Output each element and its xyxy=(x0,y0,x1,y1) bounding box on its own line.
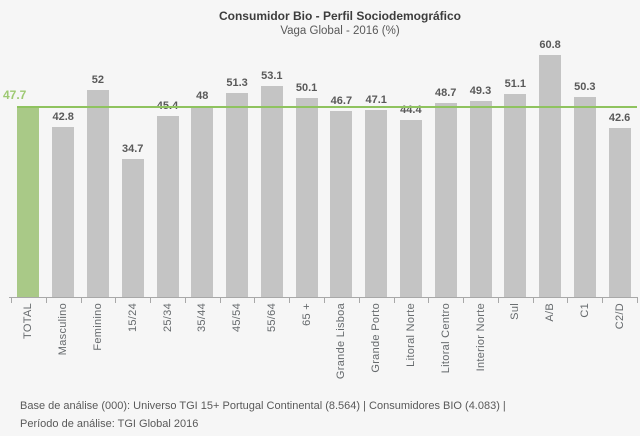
bar xyxy=(539,54,562,298)
bar xyxy=(226,92,249,298)
x-axis-label-text: Interior Norte xyxy=(474,303,487,372)
axis-tick xyxy=(324,298,325,303)
footer-line-2: Período de análise: TGI Global 2016 xyxy=(20,418,199,430)
x-axis-label: 25/34 xyxy=(161,303,175,337)
axis-tick xyxy=(567,298,569,303)
x-axis-label-text: Sul xyxy=(509,303,522,320)
bar-value-label: 49.3 xyxy=(469,84,492,97)
chart-subtitle: Vaga Global - 2016 (%) xyxy=(280,25,400,37)
x-axis-label: Grande Lisboa xyxy=(334,303,348,384)
bar-value-label: 42.6 xyxy=(608,111,631,124)
bar xyxy=(504,93,527,298)
x-axis-label-text: Grande Lisboa xyxy=(335,303,348,380)
axis-tick xyxy=(463,298,465,303)
bar-value-label: 51.3 xyxy=(226,76,248,89)
bar xyxy=(156,116,179,298)
axis-tick xyxy=(532,298,534,303)
bar-value-label: 48.7 xyxy=(434,87,457,100)
bar-total-highlight xyxy=(17,107,40,298)
axis-tick xyxy=(11,298,12,303)
bar xyxy=(260,85,283,298)
bar-value-label: 52 xyxy=(91,74,105,86)
x-axis-label-text: C2/D xyxy=(613,303,626,330)
bar xyxy=(86,90,109,298)
axis-tick xyxy=(184,298,186,303)
x-axis-label-text: 25/34 xyxy=(161,303,174,333)
x-axis-label-text: Masculino xyxy=(57,303,70,356)
reference-line xyxy=(17,106,637,108)
axis-tick xyxy=(497,298,499,303)
x-axis-label-text: 45/54 xyxy=(231,303,244,333)
x-axis-label-text: 35/44 xyxy=(196,303,209,333)
bar xyxy=(295,97,318,298)
x-axis-label: 65 + xyxy=(300,303,314,331)
axis-tick xyxy=(637,298,638,303)
x-axis-label: 45/54 xyxy=(230,303,244,337)
bar-value-label: 50.1 xyxy=(295,81,318,94)
bar xyxy=(573,96,596,298)
x-axis-label: Masculino xyxy=(56,303,70,360)
axis-tick xyxy=(219,298,221,303)
axis-tick xyxy=(289,298,291,303)
axis-tick xyxy=(254,298,256,303)
x-axis-label: 15/24 xyxy=(126,303,140,337)
bar-value-label: 53.1 xyxy=(261,69,283,82)
x-axis-label: Interior Norte xyxy=(474,303,488,376)
bar-value-label: 47.1 xyxy=(365,93,387,106)
axis-tick xyxy=(45,298,47,303)
bar xyxy=(330,111,353,298)
x-axis-label-text: 65 + xyxy=(300,303,313,326)
bar xyxy=(469,100,492,298)
x-axis-label-text: C1 xyxy=(578,303,591,318)
chart-title: Consumidor Bio - Perfil Sociodemográfico xyxy=(218,9,462,23)
reference-line-label: 47.7 xyxy=(3,88,27,102)
bar xyxy=(121,159,144,298)
axis-tick xyxy=(428,298,430,303)
axis-tick xyxy=(150,298,152,303)
bar-value-label: 34.7 xyxy=(121,143,144,156)
bar xyxy=(434,103,457,298)
x-axis-label-text: TOTAL xyxy=(22,303,35,339)
x-axis-label: 55/64 xyxy=(265,303,279,337)
bar-value-label: 51.1 xyxy=(504,77,526,90)
bar xyxy=(191,106,214,298)
bar-value-label: 60.8 xyxy=(539,38,561,51)
bar-value-label: 48 xyxy=(196,90,209,102)
bar xyxy=(608,127,631,298)
x-axis-label: Grande Porto xyxy=(369,303,383,378)
axis-tick xyxy=(80,298,82,303)
x-axis-label: Litoral Norte xyxy=(404,303,418,372)
bar-value-label: 42.8 xyxy=(52,110,74,123)
bar xyxy=(365,109,388,298)
x-axis-label-text: Feminino xyxy=(91,303,104,351)
x-axis-label-text: Grande Porto xyxy=(370,303,383,373)
x-axis-label: C2/D xyxy=(613,303,627,334)
x-axis-label-text: 55/64 xyxy=(265,303,278,333)
footer-line-1: Base de análise (000): Universo TGI 15+ … xyxy=(20,400,506,412)
x-axis-label-text: Litoral Centro xyxy=(439,303,452,374)
axis-tick xyxy=(358,298,360,303)
x-axis-label: 35/44 xyxy=(195,303,209,337)
footer-note: Base de análise (000): Universo TGI 15+ … xyxy=(20,397,630,433)
x-axis-label-text: Litoral Norte xyxy=(404,303,417,367)
bar-value-label: 46.7 xyxy=(330,95,353,108)
x-axis-line xyxy=(9,297,638,298)
bar-value-label: 50.3 xyxy=(574,80,596,93)
x-axis-label: Feminino xyxy=(91,303,105,356)
x-axis-label-text: 15/24 xyxy=(126,303,139,333)
axis-tick xyxy=(115,298,117,303)
x-axis-label: Litoral Centro xyxy=(439,303,453,378)
bar xyxy=(52,126,75,298)
x-axis-label: C1 xyxy=(578,303,592,323)
axis-tick xyxy=(602,298,604,303)
axis-tick xyxy=(393,298,395,303)
x-axis-label-text: A/B xyxy=(544,303,557,322)
x-axis-label: TOTAL xyxy=(21,303,35,344)
x-axis-label: Sul xyxy=(508,303,522,325)
x-axis-label: A/B xyxy=(543,303,557,327)
bar xyxy=(399,120,422,298)
